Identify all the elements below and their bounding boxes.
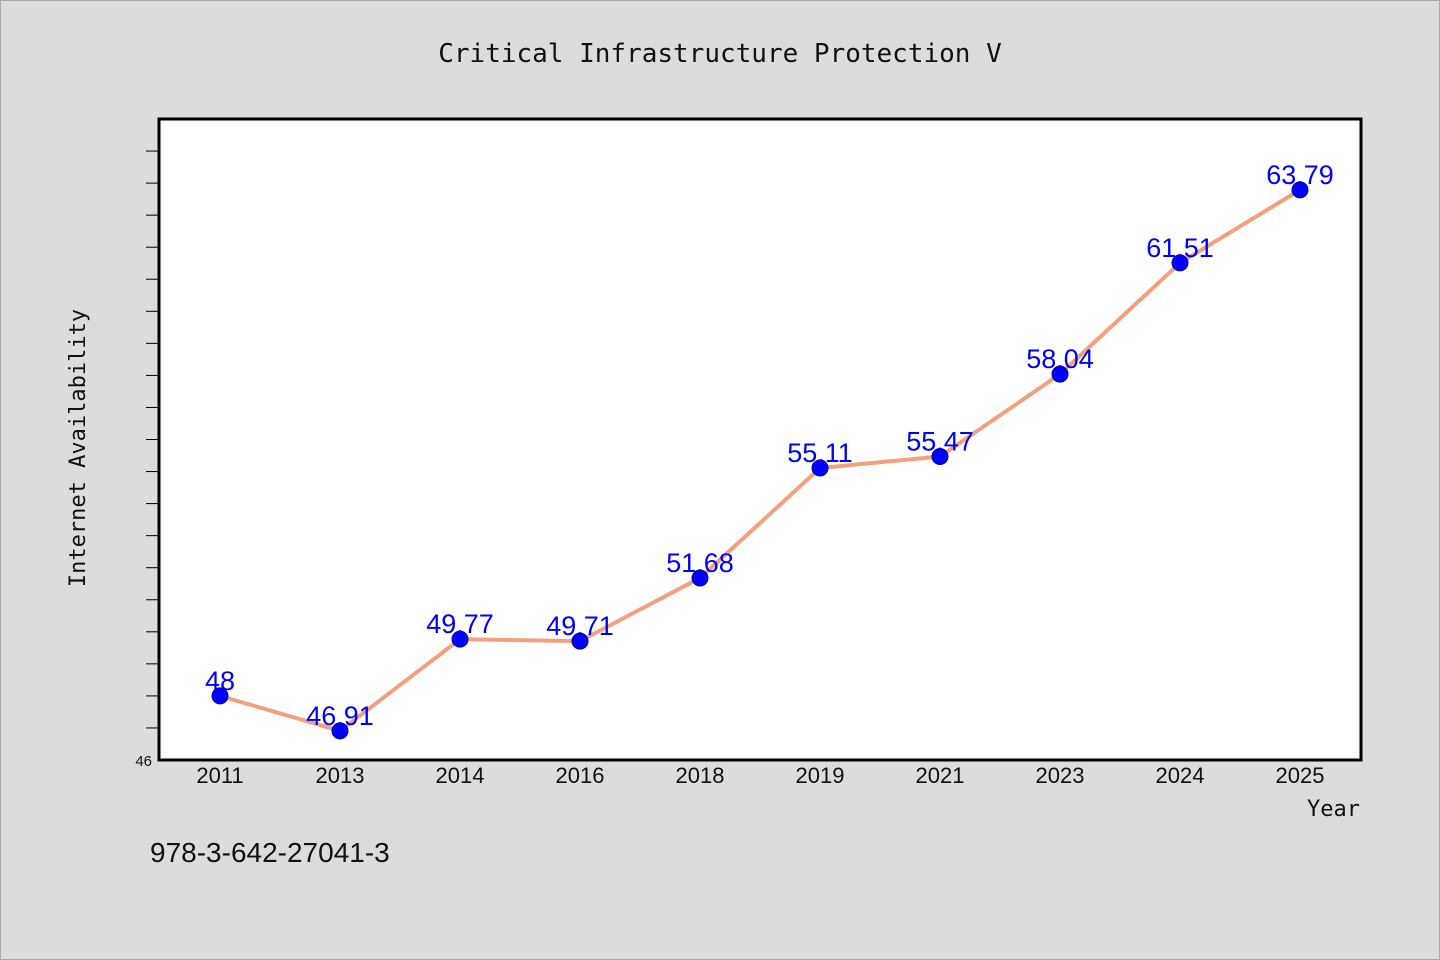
data-point: [451, 630, 469, 648]
x-axis-label: Year: [1307, 797, 1360, 822]
x-tick-label: 2013: [316, 763, 365, 788]
isbn-text: 978-3-642-27041-3: [150, 837, 390, 868]
y-tick-label-0: 46: [135, 753, 152, 770]
x-axis-ticks: 2011 2013 2014 2016 2018 2019 2021 2023 2024 2025: [196, 763, 1324, 788]
data-label: 63.79: [1266, 160, 1334, 190]
x-tick-label: 2024: [1156, 763, 1205, 788]
chart-title: Critical Infrastructure Protection V: [438, 39, 1002, 69]
data-point: [931, 447, 949, 465]
data-point: [811, 459, 829, 477]
data-point: [1291, 181, 1309, 199]
data-point: [691, 569, 709, 587]
y-axis-label: Internet Availability: [66, 309, 91, 587]
series-line: [219, 188, 1302, 733]
data-label: 49.71: [546, 611, 614, 641]
data-label: 51.68: [666, 548, 734, 578]
y-axis-ticks: [146, 150, 159, 729]
x-tick-label: 2011: [196, 763, 243, 788]
x-tick-label: 2018: [676, 763, 725, 788]
data-label: 49.77: [426, 609, 494, 639]
x-tick-label: 2023: [1036, 763, 1085, 788]
data-point: [1051, 365, 1069, 383]
x-tick-label: 2016: [556, 763, 605, 788]
data-label: 58.04: [1026, 344, 1094, 374]
data-label: 61.51: [1146, 233, 1214, 263]
data-label: 46.91: [306, 701, 374, 731]
data-point: [1171, 254, 1189, 272]
x-tick-label: 2014: [436, 763, 485, 788]
data-markers: [211, 181, 1309, 740]
data-label: 55.11: [787, 438, 853, 468]
data-point: [211, 687, 229, 705]
data-point: [571, 632, 589, 650]
data-label: 48: [205, 666, 235, 696]
data-point: [331, 722, 349, 740]
data-label: 55.47: [906, 426, 974, 456]
plot-area: [157, 117, 1363, 762]
x-tick-label: 2025: [1276, 763, 1325, 788]
x-tick-label: 2021: [916, 763, 965, 788]
x-tick-label: 2019: [796, 763, 845, 788]
data-labels: 48 46.91 49.77 49.71 51.68 55.11 55.47 58.04 61.…: [205, 160, 1334, 731]
